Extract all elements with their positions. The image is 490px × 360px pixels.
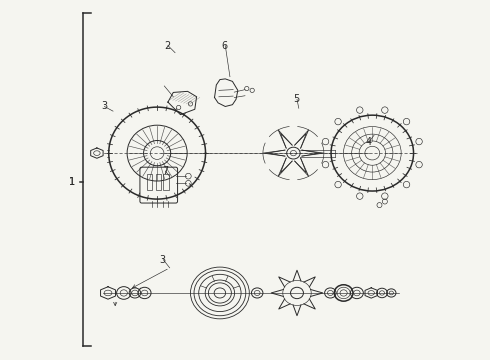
Bar — [163, 174, 169, 190]
Text: 1: 1 — [69, 177, 74, 187]
Text: 2: 2 — [164, 41, 171, 50]
Text: 1: 1 — [69, 177, 74, 187]
Bar — [156, 174, 161, 190]
Text: 5: 5 — [294, 94, 300, 104]
Text: 3: 3 — [101, 102, 107, 112]
Text: 6: 6 — [221, 41, 228, 50]
Text: 3: 3 — [160, 255, 166, 265]
Text: 7: 7 — [162, 166, 168, 176]
Bar — [147, 174, 152, 190]
Text: 4: 4 — [365, 138, 371, 147]
